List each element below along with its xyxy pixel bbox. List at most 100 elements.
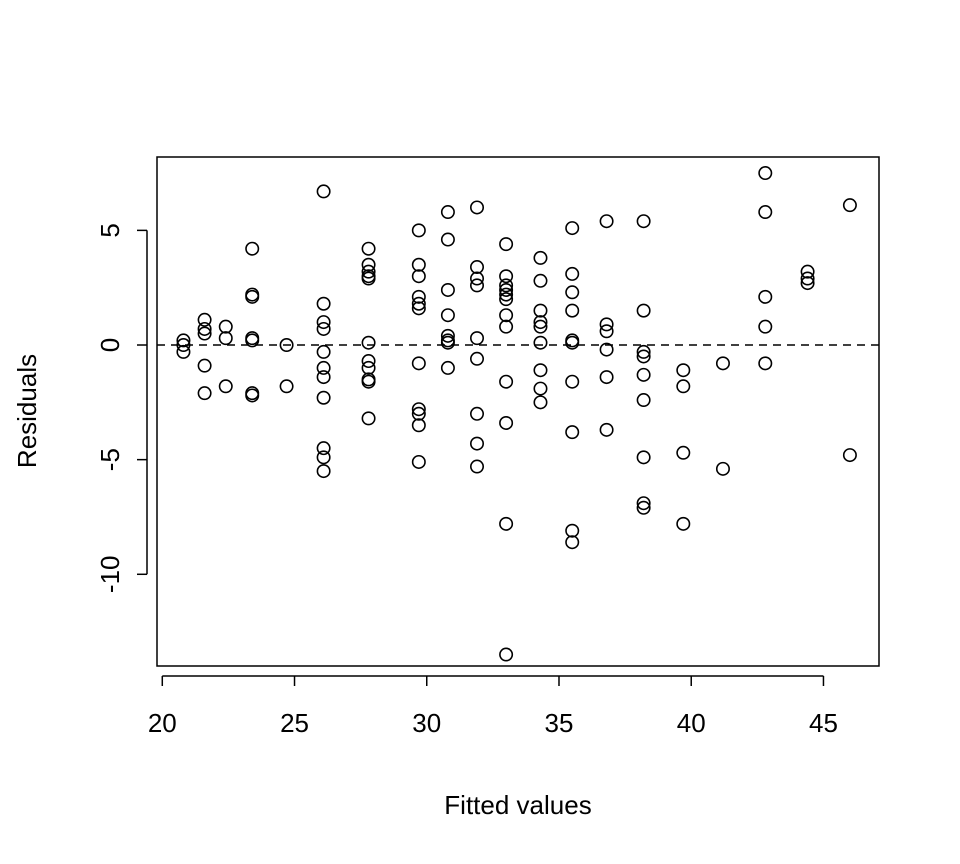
data-point [470,406,485,421]
data-point [218,331,233,346]
data-point [279,379,294,394]
data-point [842,198,857,213]
data-point [245,289,260,304]
data-point [176,333,191,348]
data-point [533,363,548,378]
data-point [565,535,580,550]
data-point [361,335,376,350]
data-point [676,363,691,378]
y-tick-label: 0 [95,338,125,352]
data-point [499,308,514,323]
data-point [499,287,514,302]
data-point [176,344,191,359]
data-point [636,214,651,229]
data-point [565,266,580,281]
data-point [758,289,773,304]
data-point [245,241,260,256]
data-point [676,445,691,460]
data-point [470,436,485,451]
data-point [411,269,426,284]
data-point [316,464,331,479]
data-point [533,273,548,288]
data-point [565,374,580,389]
data-point [565,335,580,350]
data-point [758,166,773,181]
data-point [245,333,260,348]
data-point [533,303,548,318]
data-point [636,500,651,515]
data-point [197,386,212,401]
data-point [470,351,485,366]
y-tick-label: -5 [95,448,125,471]
data-point [636,496,651,511]
data-point [316,184,331,199]
data-point [411,454,426,469]
data-point [636,450,651,465]
y-tick-label: 5 [95,223,125,237]
data-point [499,374,514,389]
data-point [411,301,426,316]
data-point [316,296,331,311]
x-tick-label: 40 [677,708,706,738]
data-point [533,395,548,410]
data-point [533,381,548,396]
x-tick-label: 30 [412,708,441,738]
data-point [499,237,514,252]
data-point [499,319,514,334]
data-point [440,335,455,350]
data-point [533,250,548,265]
data-point [361,354,376,369]
data-point [758,205,773,220]
data-point [361,264,376,279]
data-point [533,319,548,334]
data-point [361,374,376,389]
data-point [499,415,514,430]
data-point [411,402,426,417]
data-point [440,360,455,375]
data-points [176,166,857,662]
data-point [599,214,614,229]
y-axis: -10 -5 0 5 [95,223,148,593]
data-point [245,388,260,403]
data-point [440,205,455,220]
data-point [316,450,331,465]
data-point [440,328,455,343]
data-point [499,269,514,284]
data-point [440,232,455,247]
x-tick-label: 35 [545,708,574,738]
data-point [499,647,514,662]
x-axis-label: Fitted values [444,790,591,820]
x-tick-label: 45 [809,708,838,738]
data-point [533,335,548,350]
data-point [361,271,376,286]
data-point [676,379,691,394]
data-point [411,418,426,433]
data-point [316,344,331,359]
x-tick-label: 25 [280,708,309,738]
data-point [533,315,548,330]
data-point [470,278,485,293]
data-point [676,516,691,531]
data-point [636,349,651,364]
data-point [499,282,514,297]
data-point [758,319,773,334]
data-point [411,257,426,272]
data-point [565,221,580,236]
data-point [470,459,485,474]
data-point [411,406,426,421]
data-point [499,516,514,531]
data-point [176,338,191,353]
data-point [440,282,455,297]
data-point [715,356,730,371]
data-point [636,367,651,382]
data-point [411,223,426,238]
data-point [565,523,580,538]
data-point [470,260,485,275]
data-point [499,278,514,293]
data-point [411,296,426,311]
data-point [316,315,331,330]
data-point [565,425,580,440]
data-point [715,461,730,476]
data-point [361,360,376,375]
data-point [411,356,426,371]
